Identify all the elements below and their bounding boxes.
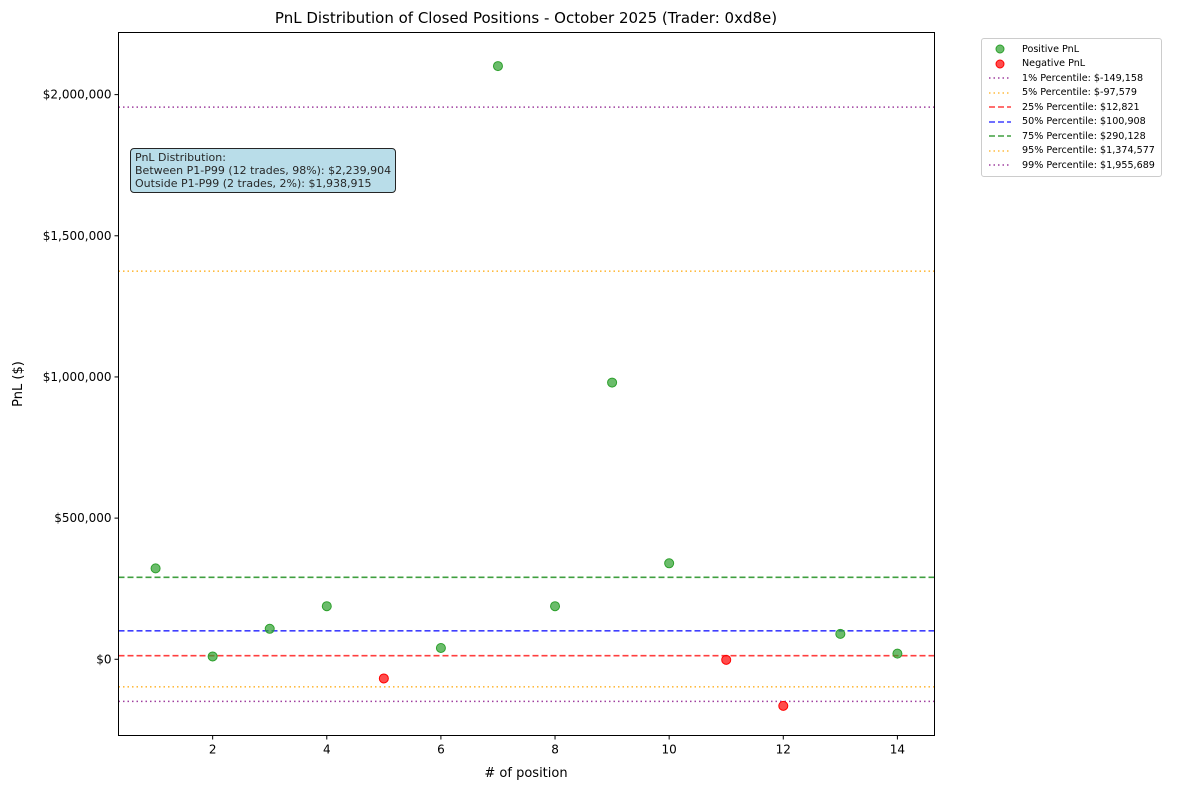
positive-pnl-point xyxy=(150,563,161,574)
x-tick-label: 2 xyxy=(209,743,217,757)
x-tick-label: 8 xyxy=(551,743,559,757)
y-tick-label: $0 xyxy=(96,652,111,666)
legend-item-series: Negative PnL xyxy=(988,57,1155,72)
legend-key xyxy=(988,145,1012,157)
x-tick-label: 12 xyxy=(776,743,791,757)
negative-pnl-point xyxy=(778,700,789,711)
legend-item-percentile: 95% Percentile: $1,374,577 xyxy=(988,144,1155,159)
legend-item-percentile: 99% Percentile: $1,955,689 xyxy=(988,158,1155,173)
chart-title: PnL Distribution of Closed Positions - O… xyxy=(275,9,777,27)
y-axis-label: PnL ($) xyxy=(11,361,26,407)
annotation-line-2: Between P1-P99 (12 trades, 98%): $2,239,… xyxy=(135,164,392,177)
positive-pnl-point xyxy=(835,628,846,639)
legend-key xyxy=(988,159,1012,171)
legend-key xyxy=(988,58,1012,70)
legend-item-percentile: 5% Percentile: $-97,579 xyxy=(988,86,1155,101)
legend-label: 95% Percentile: $1,374,577 xyxy=(1022,145,1155,157)
legend-label: 5% Percentile: $-97,579 xyxy=(1022,87,1138,99)
negative-pnl-point xyxy=(721,654,732,665)
legend-item-percentile: 25% Percentile: $12,821 xyxy=(988,100,1155,115)
y-tick-label: $2,000,000 xyxy=(43,88,112,102)
positive-pnl-point xyxy=(607,377,618,388)
x-tick-label: 10 xyxy=(662,743,677,757)
positive-pnl-point xyxy=(264,623,275,634)
positive-pnl-point xyxy=(435,642,446,653)
y-tick-label: $1,500,000 xyxy=(43,229,112,243)
legend-key xyxy=(988,43,1012,55)
legend-key xyxy=(988,130,1012,142)
y-tick-label: $1,000,000 xyxy=(43,370,112,384)
legend-item-series: Positive PnL xyxy=(988,42,1155,57)
legend-label: Positive PnL xyxy=(1022,43,1080,55)
x-axis-label: # of position xyxy=(484,766,567,781)
plot-frame xyxy=(118,32,935,736)
legend-label: 99% Percentile: $1,955,689 xyxy=(1022,159,1155,171)
positive-pnl-point xyxy=(492,61,503,72)
positive-pnl-point xyxy=(664,558,675,569)
negative-pnl-point xyxy=(378,673,389,684)
x-tick-label: 6 xyxy=(437,743,445,757)
positive-pnl-point xyxy=(550,601,561,612)
legend-key xyxy=(988,72,1012,84)
legend-key xyxy=(988,101,1012,113)
legend-label: 25% Percentile: $12,821 xyxy=(1022,101,1140,113)
y-tick-label: $500,000 xyxy=(54,511,111,525)
annotation-line-1: PnL Distribution: xyxy=(135,151,226,164)
legend-item-percentile: 50% Percentile: $100,908 xyxy=(988,115,1155,130)
x-tick-label: 14 xyxy=(890,743,905,757)
positive-pnl-point xyxy=(207,651,218,662)
positive-pnl-point xyxy=(892,648,903,659)
legend-key xyxy=(988,116,1012,128)
legend-label: 75% Percentile: $290,128 xyxy=(1022,130,1146,142)
legend-item-percentile: 1% Percentile: $-149,158 xyxy=(988,71,1155,86)
pnl-distribution-annotation: PnL Distribution: Between P1-P99 (12 tra… xyxy=(130,148,397,193)
chart-legend: Positive PnL Negative PnL 1% Percentile: $… xyxy=(981,38,1162,177)
annotation-line-3: Outside P1-P99 (2 trades, 2%): $1,938,91… xyxy=(135,177,372,190)
legend-label: Negative PnL xyxy=(1022,58,1086,70)
legend-key xyxy=(988,87,1012,99)
x-tick-label: 4 xyxy=(323,743,331,757)
positive-pnl-point xyxy=(321,601,332,612)
legend-label: 50% Percentile: $100,908 xyxy=(1022,116,1146,128)
legend-item-percentile: 75% Percentile: $290,128 xyxy=(988,129,1155,144)
legend-label: 1% Percentile: $-149,158 xyxy=(1022,72,1144,84)
